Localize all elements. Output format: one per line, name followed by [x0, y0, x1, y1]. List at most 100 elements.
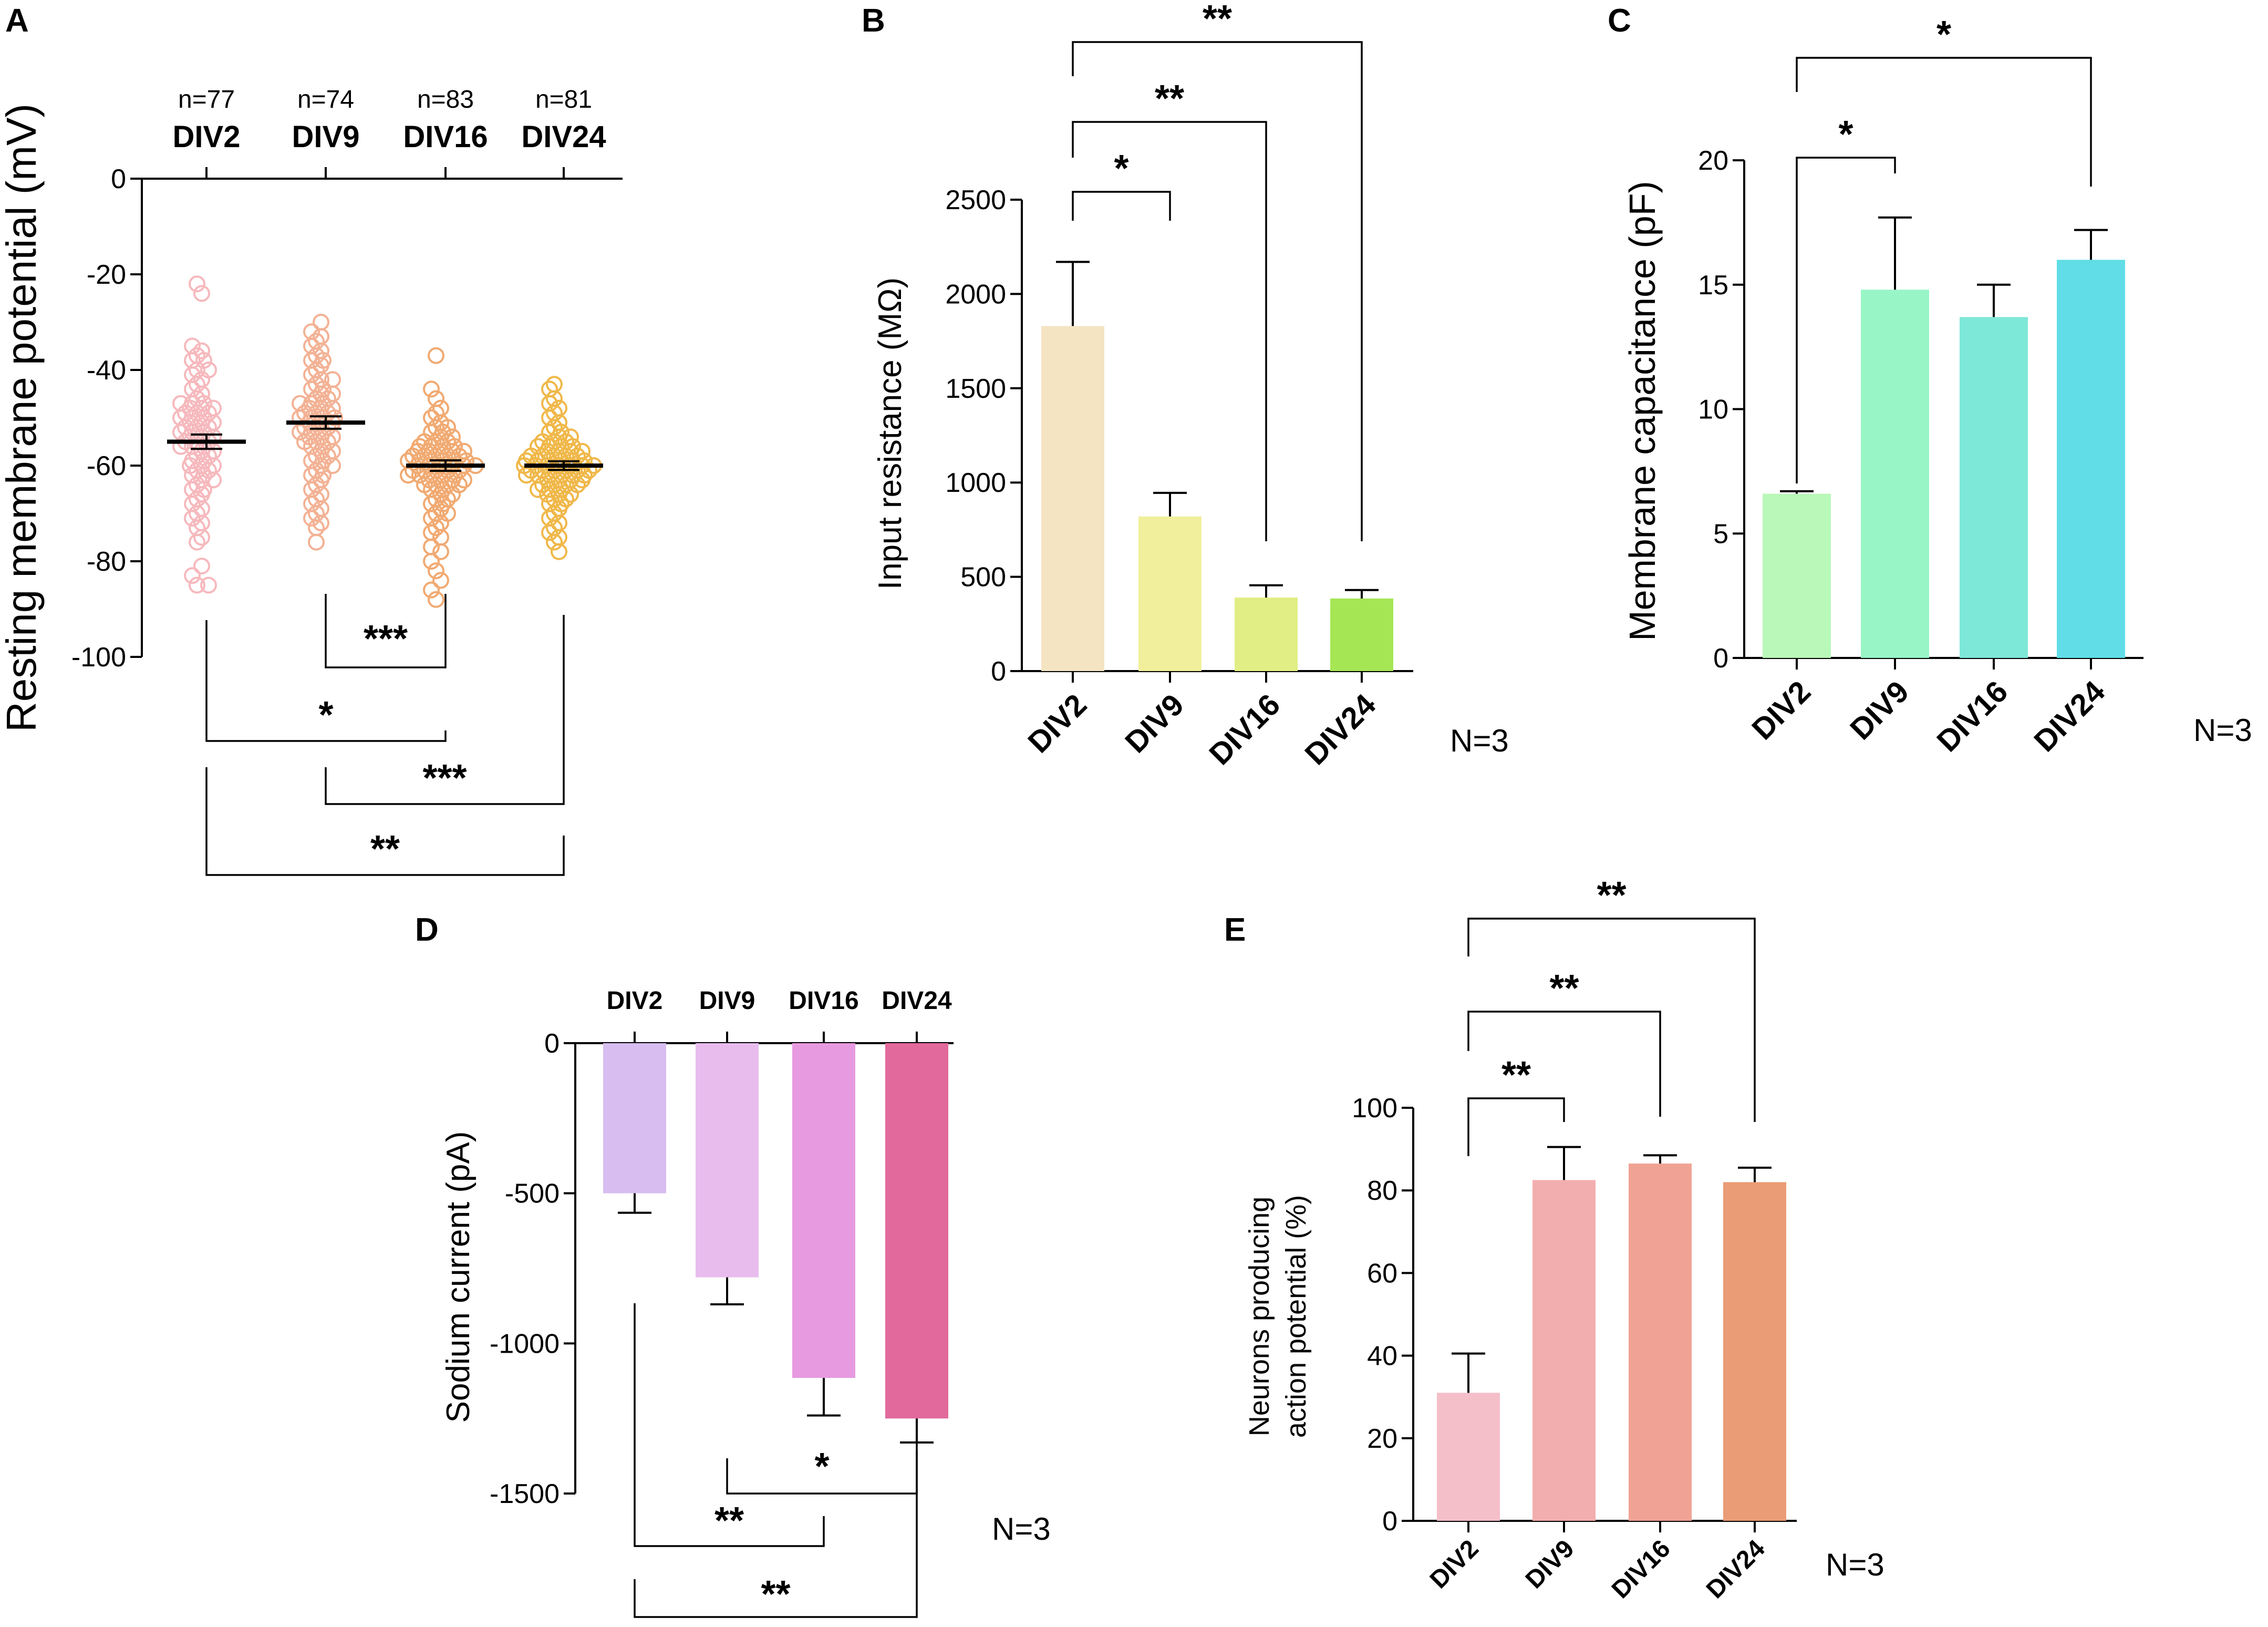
e-ytick-label: 100 [1352, 1093, 1397, 1124]
a-data-point [564, 438, 581, 455]
a-data-point [313, 314, 329, 331]
a-data-point [405, 462, 421, 479]
e-ytick-label: 40 [1367, 1341, 1397, 1372]
e-sig-div2-div16-label: ** [1549, 967, 1579, 1010]
a-data-point [428, 519, 444, 537]
panel-label-e: E [1224, 912, 1246, 948]
d-ytick-label: -1500 [490, 1479, 560, 1509]
e-ytick-label: 0 [1382, 1506, 1397, 1537]
c-ytick-label: 5 [1713, 519, 1728, 549]
b-ytick-label: 2500 [945, 185, 1006, 215]
a-ytick-label: -40 [87, 355, 126, 386]
b-sig-div2-div16-bracket [1072, 121, 1267, 541]
e-category-label: DIV9 [1520, 1535, 1580, 1594]
d-error-bar [710, 1277, 744, 1306]
d-error-bar [900, 1418, 934, 1444]
c-sig-div2-div9-label: * [1838, 114, 1853, 156]
d-sig-div2-div16-bracket [634, 1303, 825, 1547]
a-sig-div2-div16-label: * [318, 694, 333, 736]
panel-label-b: B [862, 3, 885, 39]
e-bar [1532, 1180, 1596, 1521]
a-data-point [574, 442, 591, 460]
a-n-label: n=77 [178, 86, 235, 114]
a-sem-bar [191, 433, 222, 450]
c-sig-div2-div9-bracket [1796, 157, 1896, 483]
a-sig-div2-div24-label: ** [370, 828, 400, 870]
panel-b-bar-chart: 0 500 1000 1500 2000 2500 Input resistance (MΩ… [872, 0, 1509, 771]
e-category-label: DIV24 [1701, 1535, 1770, 1604]
d-ytick-label: -1000 [490, 1329, 560, 1359]
a-data-point [193, 529, 210, 546]
c-ytick-label: 15 [1698, 270, 1728, 301]
a-sem-bar [310, 415, 341, 430]
b-ytick-label: 2000 [945, 279, 1006, 310]
a-sig-div2-div16-bracket [205, 620, 447, 742]
d-sig-div2-div24-bracket [634, 1440, 918, 1618]
a-data-point [292, 424, 308, 441]
panel-label-c: C [1608, 3, 1631, 39]
a-sig-div9-div24-bracket [325, 615, 565, 805]
d-bar [696, 1043, 759, 1278]
a-n-label: n=74 [297, 86, 354, 114]
a-data-point [569, 476, 586, 493]
d-sig-div9-div24-label: * [814, 1446, 829, 1488]
b-sig-div2-div24-label: ** [1203, 0, 1232, 40]
a-data-point [400, 467, 417, 484]
c-category-label: DIV2 [1745, 674, 1817, 746]
c-error-bar [1977, 283, 2011, 317]
c-ytick-label: 10 [1698, 395, 1728, 425]
d-y-label: Sodium current (pA) [440, 1131, 477, 1423]
b-sig-div2-div9-label: * [1114, 148, 1128, 190]
b-error-bar [1249, 584, 1283, 598]
b-category-label: DIV2 [1021, 687, 1093, 759]
c-bar [1960, 317, 2028, 658]
d-sig-div2-div24-label: ** [761, 1573, 790, 1615]
panel-d-bar-chart: 0 -500 -1000 -1500 Sodium current (pA) DIV2 DI… [440, 987, 1051, 1618]
e-sig-div2-div16-bracket [1467, 1011, 1661, 1117]
a-data-point [313, 356, 329, 374]
a-data-point [193, 342, 210, 359]
d-error-bar [807, 1378, 841, 1417]
b-error-bar [1056, 261, 1090, 326]
b-bar [1330, 598, 1393, 671]
d-category-label: DIV24 [882, 987, 952, 1015]
d-ytick-label: 0 [544, 1028, 560, 1059]
a-data-point [546, 533, 563, 551]
d-error-bar [618, 1193, 651, 1214]
a-data-point [189, 533, 205, 551]
b-sig-div2-div16-label: ** [1155, 78, 1184, 120]
b-bar [1235, 598, 1298, 671]
a-data-point [432, 572, 449, 589]
d-n-label: N=3 [992, 1511, 1051, 1547]
b-sig-div2-div24-bracket [1072, 41, 1363, 541]
c-category-label: DIV16 [1930, 674, 2014, 758]
e-ytick-label: 20 [1367, 1424, 1397, 1454]
a-data-point [541, 524, 558, 541]
b-ytick-label: 1500 [945, 374, 1006, 404]
panel-label-a: A [5, 3, 29, 39]
e-sig-div2-div9-bracket [1467, 1097, 1565, 1156]
b-ytick-label: 0 [991, 656, 1006, 687]
a-data-point [423, 380, 440, 398]
a-data-point [313, 514, 329, 532]
panel-c-bar-chart: 0 5 10 15 20 Membrane capacitance (pF) DIV2 DIV… [1622, 14, 2252, 758]
a-n-label: n=81 [535, 86, 592, 114]
a-data-point [313, 328, 329, 345]
a-data-point [423, 553, 440, 570]
a-data-point [205, 471, 222, 489]
e-sig-div2-div24-label: ** [1597, 874, 1626, 917]
a-data-point [455, 471, 472, 489]
a-data-point [303, 510, 320, 527]
a-sig-div9-div16-label: *** [364, 618, 408, 660]
d-category-label: DIV2 [607, 987, 663, 1015]
a-data-point [423, 581, 440, 599]
c-ytick-label: 0 [1713, 643, 1728, 674]
b-n-label: N=3 [1450, 723, 1509, 758]
b-bar [1041, 326, 1104, 671]
b-bar [1138, 516, 1202, 671]
panel-label-d: D [415, 912, 439, 948]
c-category-label: DIV24 [2027, 674, 2111, 758]
e-n-label: N=3 [1826, 1547, 1884, 1582]
a-category-label: DIV2 [173, 120, 241, 154]
